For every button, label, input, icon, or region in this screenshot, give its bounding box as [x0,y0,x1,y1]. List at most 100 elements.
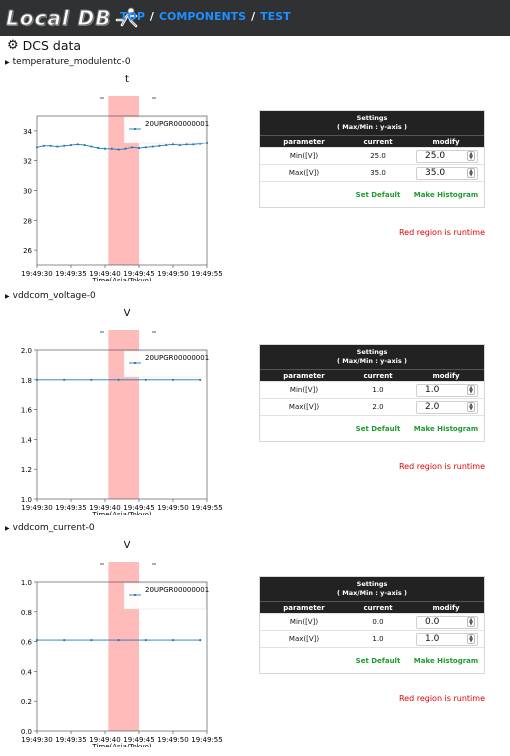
modify-cell: 1.0 ▲ ▼ [408,383,484,397]
series-point [151,145,154,148]
current-cell: 1.0 [372,386,384,394]
series-point [199,639,202,642]
current-cell: 25.0 [370,152,386,160]
spinner-arrows-icon[interactable]: ▲ ▼ [467,385,475,395]
spinner-arrows-icon[interactable]: ▲ ▼ [467,151,475,161]
nav-link-test[interactable]: TEST [260,10,291,23]
modify-number-input[interactable]: 25.0 ▲ ▼ [416,149,478,163]
settings-row: Min([V]) 1.0 1.0 ▲ ▼ [260,381,484,398]
x-tick-label: 19:49:55 [191,270,222,278]
settings-actions: Set Default Make Histogram [260,415,484,441]
settings-column-headers: parameter current modify [260,601,484,613]
y-tick-label: 0.0 [21,728,32,736]
series-point [117,639,120,642]
series-point [63,639,66,642]
legend-label: 20UPGR00000001 [145,586,209,594]
settings-row: Max([V]) 35.0 35.0 ▲ ▼ [260,164,484,181]
y-tick-label: 1.2 [21,466,32,474]
make-histogram-button[interactable]: Make Histogram [413,424,479,433]
series-point [90,378,93,381]
modify-cell: 1.0 ▲ ▼ [408,632,484,646]
modify-number-input[interactable]: 0.0 ▲ ▼ [416,615,478,629]
x-tick-label: 19:49:55 [191,736,222,744]
settings-panel: Settings ( Max/Min : y-axis ) parameter … [259,110,485,208]
legend-label: 20UPGR00000001 [145,120,209,128]
y-tick-label: 0.8 [21,609,32,617]
modify-number-input[interactable]: 1.0 ▲ ▼ [416,383,478,397]
section-name: temperature_modulentc-0 [12,57,131,67]
x-axis-label: Time(Asia/Tokyo) [91,511,151,515]
x-tick-label: 19:49:35 [55,736,86,744]
legend-box [123,582,207,610]
x-tick-label: 19:49:45 [123,270,154,278]
local-db-logo[interactable]: Local DB [6,5,140,31]
y-tick-label: 1.6 [21,407,33,415]
series-point [69,143,73,147]
settings-subtitle: ( Max/Min : y-axis ) [337,123,407,131]
spinner-arrows-icon[interactable]: ▲ ▼ [467,168,475,178]
set-default-button[interactable]: Set Default [355,190,401,199]
section-toggle[interactable]: ▶ temperature_modulentc-0 [5,57,131,67]
settings-row: Max([V]) 1.0 1.0 ▲ ▼ [260,630,484,647]
make-histogram-button[interactable]: Make Histogram [413,190,479,199]
series-point [144,146,147,149]
settings-header: Settings ( Max/Min : y-axis ) [260,345,484,369]
y-tick-label: 1.8 [21,377,32,385]
series-point [171,378,175,381]
series-point [137,146,141,150]
x-tick-label: 19:49:45 [123,504,154,512]
series-line [36,142,208,150]
series-point [171,143,175,146]
set-default-button[interactable]: Set Default [355,424,401,433]
settings-row: Min([V]) 25.0 25.0 ▲ ▼ [260,147,484,164]
modify-value: 2.0 [425,402,440,412]
y-tick-label: 0.4 [21,668,33,676]
series-point [117,378,120,381]
series-point [56,145,59,148]
y-tick-label: 34 [23,128,32,136]
runtime-note: Red region is runtime [398,462,485,471]
x-tick-label: 19:49:55 [191,504,222,512]
dcs-line-chart[interactable]: V1.01.21.41.61.82.019:49:30 19:49:35 19:49… [0,303,250,515]
series-point [192,143,195,146]
plot-frame [36,349,208,500]
y-tick-label: 1.0 [21,579,32,587]
col-modify: modify [432,371,460,380]
gear-icon: ⚙ [7,38,19,53]
nav-link-components[interactable]: COMPONENTS [158,10,247,23]
nav-link-top[interactable]: TOP [120,10,145,23]
modify-number-input[interactable]: 1.0 ▲ ▼ [416,632,478,646]
make-histogram-button[interactable]: Make Histogram [413,656,479,665]
spinner-arrows-icon[interactable]: ▲ ▼ [467,402,475,412]
settings-title: Settings [356,114,388,122]
caret-right-icon: ▶ [5,292,10,300]
set-default-button[interactable]: Set Default [355,656,401,665]
navbar: Local DB TOP / COMPONENTS / TEST [0,0,510,36]
settings-subtitle: ( Max/Min : y-axis ) [337,589,407,597]
plot-frame [36,581,208,732]
series-point [144,378,147,381]
spinner-arrows-icon[interactable]: ▲ ▼ [467,617,475,627]
settings-subtitle: ( Max/Min : y-axis ) [337,357,407,365]
modify-number-input[interactable]: 35.0 ▲ ▼ [416,166,478,180]
x-tick-label: 19:49:30 [21,504,52,512]
caret-right-icon: ▶ [5,524,10,532]
series-point [185,143,188,146]
dcs-line-chart[interactable]: V0.00.20.40.60.81.019:49:30 19:49:35 19:49… [0,535,250,747]
section-name: vddcom_current-0 [12,523,95,533]
x-tick-label: 19:49:50 [157,504,188,512]
section-toggle[interactable]: ▶ vddcom_current-0 [5,523,95,533]
section-toggle[interactable]: ▶ vddcom_voltage-0 [5,291,96,301]
y-tick-label: 30 [23,188,32,196]
col-parameter: parameter [283,137,325,146]
parameter-cell: Min([V]) [289,618,319,626]
spinner-arrows-icon[interactable]: ▲ ▼ [467,634,475,644]
modify-value: 25.0 [425,151,446,161]
series-point [144,639,147,642]
modify-number-input[interactable]: 2.0 ▲ ▼ [416,400,478,414]
legend-box [123,116,207,144]
section-name: vddcom_voltage-0 [12,291,96,301]
x-tick-label: 19:49:40 [89,736,120,744]
x-tick-label: 19:49:50 [157,736,188,744]
